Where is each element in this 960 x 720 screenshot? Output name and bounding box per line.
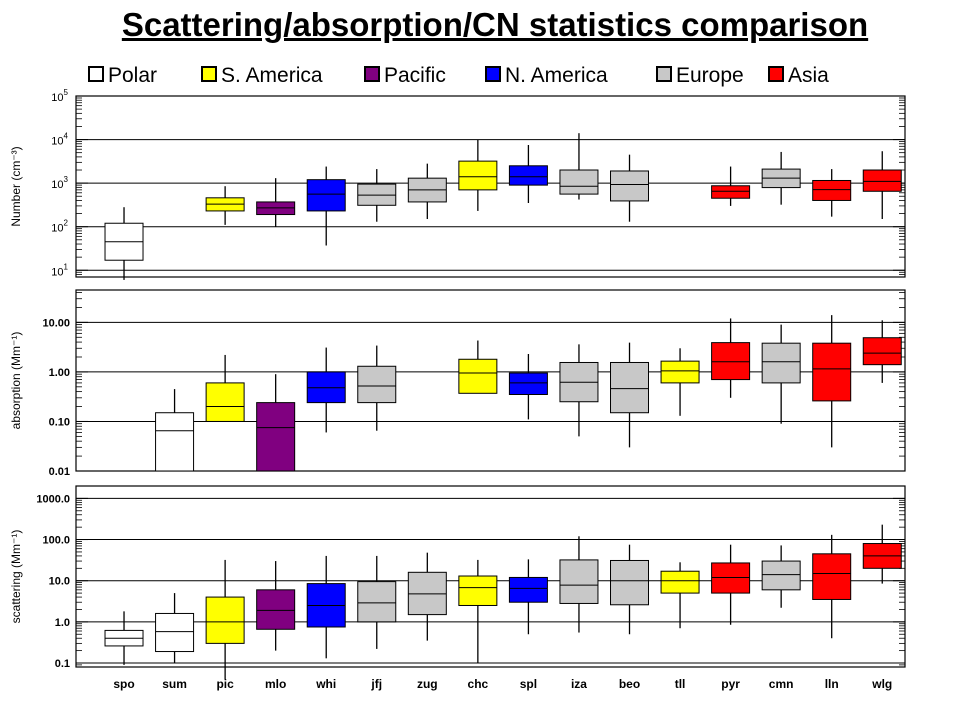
- legend-swatch-n-america: [485, 66, 501, 82]
- station-label-sum: sum: [162, 677, 187, 691]
- box-beo-p2: [610, 361, 650, 414]
- panel-2-ylabel: absorption (Mm⁻¹): [9, 332, 23, 430]
- chart-title: Scattering/absorption/CN statistics comp…: [121, 6, 869, 43]
- panel-1-tick-label: 103: [51, 175, 68, 191]
- legend-label-s-america: S. America: [221, 64, 323, 87]
- box-pyr-p2: [711, 342, 751, 381]
- station-label-zug: zug: [417, 677, 438, 691]
- station-label-spl: spl: [520, 677, 537, 691]
- station-label-wlg: wlg: [871, 677, 892, 691]
- box-lln-p1: [812, 179, 852, 201]
- panel-1-ylabel: Number (cm⁻³): [9, 146, 23, 226]
- panel-1-tick-label: 105: [51, 88, 68, 104]
- box-pyr-p1: [711, 185, 751, 199]
- panel-3-tick-label: 0.1: [55, 658, 70, 670]
- box-cmn-p2: [761, 342, 801, 384]
- box-jfj-p2: [357, 365, 397, 404]
- box-beo-p3: [610, 559, 650, 606]
- legend-label-asia: Asia: [788, 64, 829, 87]
- box-wlg-p2: [862, 337, 902, 366]
- box-spl-p3: [508, 576, 548, 603]
- box-tll-p2: [660, 360, 700, 384]
- box-spl-p2: [508, 372, 548, 395]
- box-whi-p1: [306, 179, 346, 212]
- station-label-jfj: jfj: [370, 677, 382, 691]
- legend-swatch-asia: [768, 66, 784, 82]
- panel-2-tick-label: 0.10: [49, 416, 70, 428]
- legend-label-n-america: N. America: [505, 64, 608, 87]
- legend-swatch-polar: [88, 66, 104, 82]
- legend-label-europe: Europe: [676, 64, 744, 87]
- legend-label-polar: Polar: [108, 64, 158, 87]
- box-lln-p3: [812, 553, 852, 600]
- station-label-iza: iza: [571, 677, 587, 691]
- legend-label-pacific: Pacific: [384, 64, 446, 87]
- box-mlo-p3: [256, 589, 296, 630]
- panel-2-tick-label: 10.00: [42, 317, 70, 329]
- panel-3-tick-label: 10.0: [49, 576, 70, 588]
- box-mlo-p2: [256, 402, 296, 472]
- legend-swatch-europe: [656, 66, 672, 82]
- box-beo-p1: [610, 170, 650, 202]
- box-iza-p3: [559, 559, 599, 604]
- box-pic-p2: [205, 382, 245, 422]
- box-pic-p3: [205, 596, 245, 644]
- box-spl-p1: [508, 165, 548, 186]
- panel-1-tick-label: 102: [51, 219, 68, 235]
- station-label-spo: spo: [113, 677, 134, 691]
- box-chc-p2: [458, 358, 498, 394]
- box-chc-p1: [458, 160, 498, 191]
- box-lln-p2: [812, 342, 852, 402]
- legend-swatch-s-america: [201, 66, 217, 82]
- panel-1-tick-label: 104: [51, 132, 68, 148]
- station-label-pic: pic: [216, 677, 234, 691]
- box-wlg-p1: [862, 169, 902, 192]
- box-tll-p3: [660, 570, 700, 594]
- box-sum-p2: [155, 412, 195, 472]
- station-label-chc: chc: [468, 677, 489, 691]
- panel-1-tick-label: 101: [51, 262, 68, 278]
- box-pyr-p3: [711, 562, 751, 594]
- station-label-mlo: mlo: [265, 677, 286, 691]
- station-label-pyr: pyr: [721, 677, 740, 691]
- station-label-cmn: cmn: [769, 677, 794, 691]
- station-label-whi: whi: [315, 677, 336, 691]
- box-jfj-p3: [357, 581, 397, 623]
- panel-3-frame: [75, 485, 906, 668]
- station-label-beo: beo: [619, 677, 640, 691]
- station-label-tll: tll: [675, 677, 686, 691]
- box-cmn-p3: [761, 560, 801, 591]
- panel-3-tick-label: 1.0: [55, 617, 70, 629]
- panel-3-ylabel: scattering (Mm⁻¹): [9, 530, 23, 624]
- box-sum-p3: [155, 612, 195, 653]
- panel-2-tick-label: 0.01: [49, 466, 70, 478]
- panel-3-tick-label: 1000.0: [36, 493, 70, 505]
- panel-3-tick-label: 100.0: [42, 535, 70, 547]
- panel-2-tick-label: 1.00: [49, 367, 70, 379]
- legend-swatch-pacific: [364, 66, 380, 82]
- box-iza-p1: [559, 169, 599, 195]
- box-chc-p3: [458, 575, 498, 606]
- station-label-lln: lln: [825, 677, 839, 691]
